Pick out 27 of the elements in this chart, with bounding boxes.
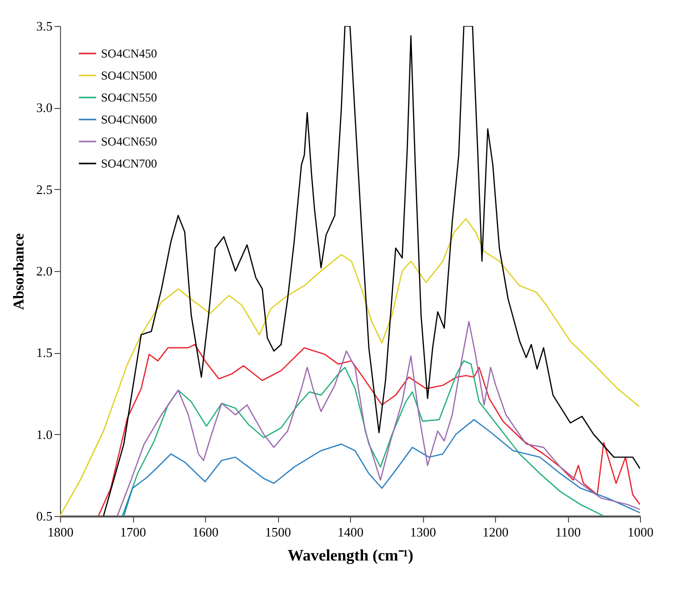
y-tick-label: 2.0 (36, 264, 52, 278)
x-tick-label: 1000 (628, 524, 654, 540)
x-tick-label: 1600 (192, 524, 218, 540)
x-tick-label: 1400 (338, 524, 364, 540)
legend-label: SO4CN450 (101, 46, 158, 60)
legend-label: SO4CN700 (101, 156, 158, 170)
y-tick-label: 3.0 (36, 100, 52, 116)
y-tick-label: 1.5 (36, 345, 52, 360)
x-axis-title: Wavelength (cm⁻¹) (288, 548, 414, 564)
legend-label: SO4CN550 (101, 90, 158, 104)
x-tick-label: 1300 (410, 524, 436, 540)
x-tick-label: 1700 (120, 524, 146, 540)
y-tick-label: 3.5 (36, 18, 52, 34)
legend-label: SO4CN650 (101, 134, 158, 148)
legend-label: SO4CN600 (101, 112, 158, 126)
x-tick-label: 1500 (265, 524, 291, 540)
x-tick-label: 1800 (48, 524, 74, 540)
y-tick-label: 0.5 (36, 508, 52, 524)
line-series (102, 26, 640, 516)
legend-label: SO4CN500 (101, 68, 158, 82)
y-tick-label: 1.0 (36, 426, 52, 442)
x-tick-label: 1100 (555, 524, 581, 540)
line-series (122, 360, 604, 516)
x-tick-label: 1200 (482, 524, 508, 540)
y-tick-label: 2.5 (36, 182, 52, 197)
y-axis-title: Absorbance (11, 232, 28, 310)
line-series (123, 419, 640, 516)
